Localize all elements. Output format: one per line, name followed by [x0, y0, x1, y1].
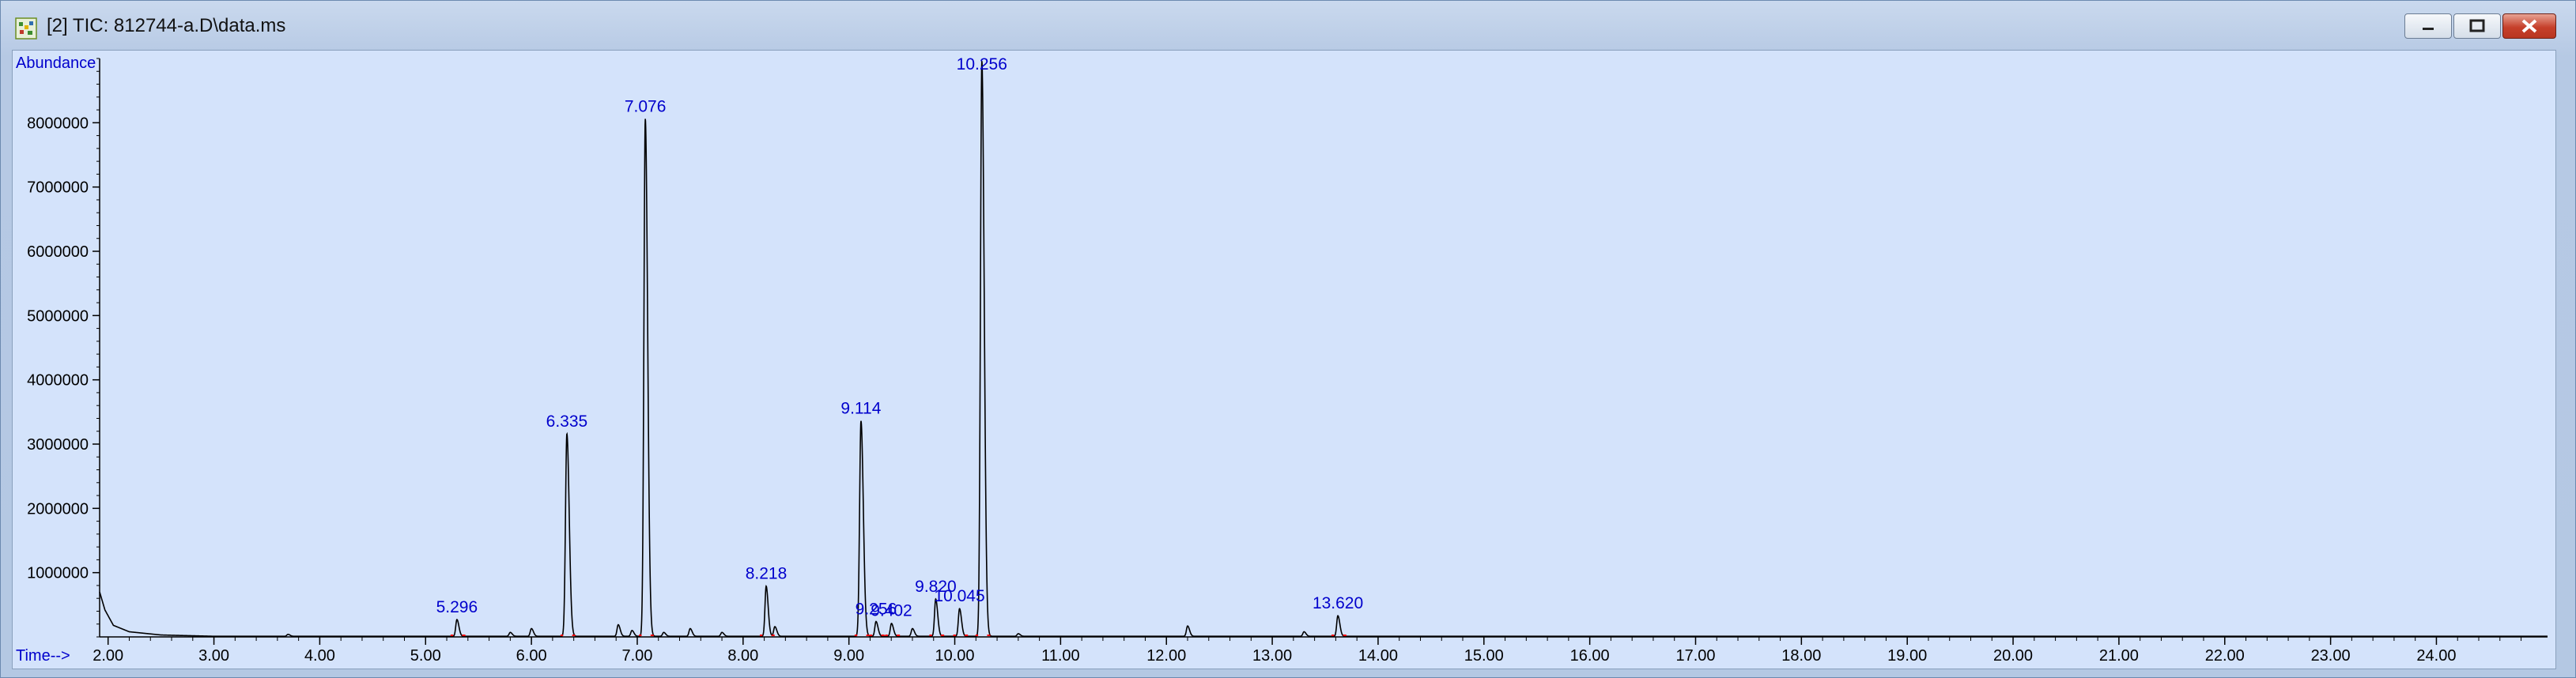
- y-tick-label: 4000000: [27, 372, 89, 390]
- x-tick-label: 4.00: [304, 647, 335, 665]
- minimize-icon: [2423, 28, 2434, 30]
- x-tick-label: 9.00: [833, 647, 864, 665]
- peak-label: 9.402: [871, 602, 912, 620]
- maximize-button[interactable]: [2453, 13, 2501, 39]
- x-tick-label: 2.00: [93, 647, 123, 665]
- x-tick-label: 3.00: [198, 647, 229, 665]
- y-tick-label: 3000000: [27, 436, 89, 454]
- close-button[interactable]: [2502, 13, 2556, 39]
- y-tick-label: 7000000: [27, 179, 89, 197]
- x-tick-label: 12.00: [1146, 647, 1186, 665]
- x-tick-label: 16.00: [1570, 647, 1610, 665]
- peak-label: 7.076: [625, 97, 667, 115]
- x-tick-label: 23.00: [2311, 647, 2351, 665]
- peak-label: 13.620: [1313, 594, 1363, 612]
- chromatogram-chart: Abundance Time--> 1000000 2000000 3000000 400…: [16, 55, 2548, 665]
- y-tick-label: 8000000: [27, 115, 89, 132]
- peak-label: 9.820: [915, 578, 957, 596]
- peak-label: 10.256: [957, 55, 1007, 73]
- x-tick-label: 7.00: [622, 647, 653, 665]
- x-tick-label: 24.00: [2416, 647, 2456, 665]
- x-tick-label: 10.00: [935, 647, 974, 665]
- y-tick-label: 2000000: [27, 500, 89, 518]
- y-axis-label: Abundance: [16, 55, 96, 72]
- x-tick-label: 13.00: [1252, 647, 1292, 665]
- minimize-button[interactable]: [2404, 13, 2452, 39]
- y-tick-label: 1000000: [27, 565, 89, 582]
- x-tick-label: 22.00: [2205, 647, 2245, 665]
- x-axis-label: Time-->: [16, 647, 70, 665]
- x-tick-label: 6.00: [516, 647, 547, 665]
- x-tick-label: 17.00: [1675, 647, 1715, 665]
- peak-label: 9.256: [856, 600, 897, 618]
- plot-area[interactable]: Abundance Time--> 1000000 2000000 3000000 400…: [12, 50, 2556, 669]
- window-title: [2] TIC: 812744-a.D\data.ms: [47, 15, 286, 36]
- restore-icon: [2469, 19, 2485, 32]
- peak-label: 8.218: [746, 565, 788, 583]
- x-tick-label: 20.00: [1993, 647, 2033, 665]
- x-tick-label: 11.00: [1041, 647, 1080, 665]
- peak-label: 5.296: [436, 598, 478, 616]
- x-tick-label: 8.00: [727, 647, 758, 665]
- chromatogram-app-icon: [15, 17, 37, 40]
- x-tick-label: 19.00: [1887, 647, 1927, 665]
- title-bar[interactable]: [2] TIC: 812744-a.D\data.ms: [1, 1, 2575, 56]
- x-tick-label: 15.00: [1464, 647, 1504, 665]
- tic-trace-line: [99, 61, 2548, 637]
- x-tick-label: 21.00: [2099, 647, 2139, 665]
- peak-label: 10.045: [934, 587, 984, 605]
- peak-label: 6.335: [546, 412, 588, 431]
- x-tick-label: 18.00: [1781, 647, 1821, 665]
- close-icon: [2521, 19, 2537, 33]
- y-tick-label: 6000000: [27, 243, 89, 261]
- y-tick-label: 5000000: [27, 307, 89, 325]
- peak-label: 9.114: [840, 400, 881, 418]
- x-tick-label: 5.00: [410, 647, 441, 665]
- x-tick-label: 14.00: [1358, 647, 1398, 665]
